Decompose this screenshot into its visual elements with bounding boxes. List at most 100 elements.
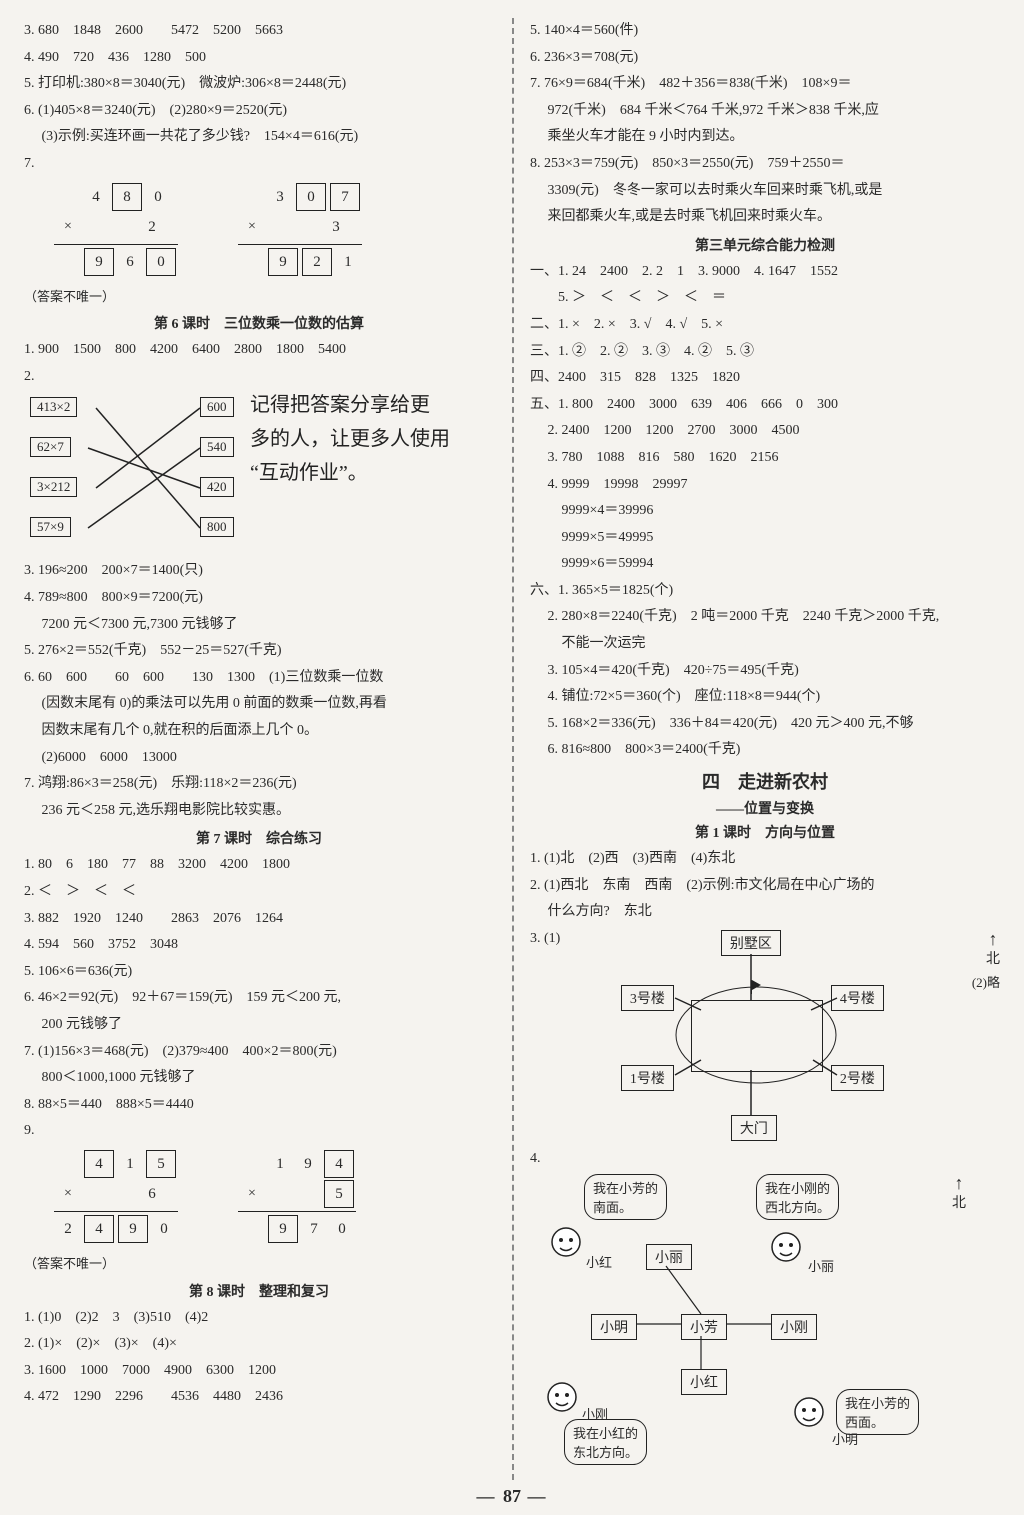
d: 9	[268, 1215, 298, 1243]
d: 2	[138, 214, 166, 240]
d: 0	[328, 1216, 356, 1242]
mr3: 800	[200, 517, 234, 537]
p1-1: 1. (1)北 (2)西 (3)西南 (4)东北	[530, 846, 1000, 873]
u3-1b: 5. ＞ ＜ ＜ ＞ ＜ ＝	[530, 285, 1000, 312]
u3-6f: 5. 168×2＝336(元) 336＋84＝420(元) 420 元＞400 …	[530, 711, 1000, 738]
left-column: 3. 680 1848 2600 5472 5200 5663 4. 490 7…	[24, 18, 512, 1480]
l6a: 6. (1)405×8＝3240(元) (2)280×9＝2520(元)	[24, 98, 494, 125]
s7-2: 2. ＜ ＞ ＜ ＜	[24, 879, 494, 906]
r7c: 乘坐火车才能在 9 小时内到达。	[530, 124, 1000, 151]
d: 6	[138, 1181, 166, 1207]
u3-2: 二、1. × 2. × 3. √ 4. √ 5. ×	[530, 312, 1000, 339]
d: 6	[116, 249, 144, 275]
r8b: 3309(元) 冬冬一家可以去时乘火车回来时乘飞机,或是	[530, 178, 1000, 205]
d: 0	[146, 248, 176, 276]
s8-3: 3. 1600 1000 7000 4900 6300 1200	[24, 1358, 494, 1385]
l3: 3. 680 1848 2600 5472 5200 5663	[24, 18, 494, 45]
compass-icon: ↑ 北	[986, 930, 1000, 968]
s6-6c: 因数末尾有几个 0,就在积的后面添上几个 0。	[24, 718, 494, 745]
r6: 6. 236×3＝708(元)	[530, 45, 1000, 72]
s7-6b: 200 元钱够了	[24, 1012, 494, 1039]
s6-2: 2.	[24, 364, 494, 391]
page-number: 87	[503, 1486, 521, 1506]
u3-4: 四、2400 315 828 1325 1820	[530, 365, 1000, 392]
u3-6e: 4. 铺位:72×5＝360(个) 座位:118×8＝944(个)	[530, 684, 1000, 711]
s6-3: 3. 196≈200 200×7＝1400(只)	[24, 558, 494, 585]
s6-7b: 236 元＜258 元,选乐翔电影院比较实惠。	[24, 798, 494, 825]
vmult9-row: 4 1 5 × 6 2 4 9 0 1	[54, 1149, 494, 1244]
ml3: 57×9	[30, 517, 71, 537]
s7-3: 3. 882 1920 1240 2863 2076 1264	[24, 906, 494, 933]
p1-3r: (2)略	[972, 972, 1000, 991]
d: 3	[266, 184, 294, 210]
mr1: 540	[200, 437, 234, 457]
sec8: 第 8 课时 整理和复习	[24, 1277, 494, 1305]
r5: 5. 140×4＝560(件)	[530, 18, 1000, 45]
d: 4	[324, 1150, 354, 1178]
d: 1	[116, 1151, 144, 1177]
vmult7-row: 4 8 0 × 2 9 6 0 3	[54, 182, 494, 277]
l6b: (3)示例:买连环画一共花了多少钱? 154×4＝616(元)	[24, 124, 494, 151]
d: 1	[334, 249, 362, 275]
p1-2b: 什么方向? 东北	[530, 899, 1000, 926]
s8-2: 2. (1)× (2)× (3)× (4)×	[24, 1331, 494, 1358]
sec6: 第 6 课时 三位数乘一位数的估算	[24, 309, 494, 337]
u3-5a: 五、1. 800 2400 3000 639 406 666 0 300	[530, 392, 1000, 419]
d: 9	[268, 248, 298, 276]
compass-label: 北	[986, 948, 1000, 968]
s6-1: 1. 900 1500 800 4200 6400 2800 1800 5400	[24, 337, 494, 364]
right-column: 5. 140×4＝560(件) 6. 236×3＝708(元) 7. 76×9＝…	[512, 18, 1000, 1480]
r8c: 来回都乘火车,或是去时乘飞机回来时乘火车。	[530, 204, 1000, 231]
s7-6a: 6. 46×2＝92(元) 92＋67＝159(元) 159 元＜200 元,	[24, 985, 494, 1012]
s6-4b: 7200 元＜7300 元,7300 元钱够了	[24, 612, 494, 639]
s6-5: 5. 276×2＝552(千克) 552－25＝527(千克)	[24, 638, 494, 665]
people-lines	[536, 1174, 976, 1464]
r8a: 8. 253×3＝759(元) 850×3＝2550(元) 759＋2550＝	[530, 151, 1000, 178]
u3-6a: 六、1. 365×5＝1825(个)	[530, 578, 1000, 605]
vmult9-A: 4 1 5 × 6 2 4 9 0	[54, 1149, 178, 1244]
mr2: 420	[200, 477, 234, 497]
d: 5	[324, 1180, 354, 1208]
s8-1: 1. (1)0 (2)2 3 (3)510 (4)2	[24, 1305, 494, 1332]
ml0: 413×2	[30, 397, 77, 417]
ans-note: （答案不唯一）	[24, 285, 494, 310]
d: 4	[84, 1150, 114, 1178]
d: 2	[54, 1216, 82, 1242]
d: 2	[302, 248, 332, 276]
u3-6g: 6. 816≈800 800×3＝2400(千克)	[530, 737, 1000, 764]
page-footer: — 87 —	[0, 1486, 1024, 1507]
people-diagram: ↑ 北 我在小芳的 南面。 我在小刚的 西北方向。 我在小红的 东北方向。 我在…	[536, 1174, 976, 1464]
match-diagram: 413×2 62×7 3×212 57×9 600 540 420 800 记得…	[30, 392, 450, 552]
s7-8: 8. 88×5＝440 888×5＝4440	[24, 1092, 494, 1119]
u3-6d: 3. 105×4＝420(千克) 420÷75＝495(千克)	[530, 658, 1000, 685]
u3-1: 一、1. 24 2400 2. 2 1 3. 9000 4. 1647 1552	[530, 259, 1000, 286]
s6-7a: 7. 鸿翔:86×3＝258(元) 乐翔:118×2＝236(元)	[24, 771, 494, 798]
d: 4	[82, 184, 110, 210]
d: 1	[266, 1151, 294, 1177]
d: 9	[118, 1215, 148, 1243]
u3-5d: 4. 9999 19998 29997	[530, 472, 1000, 499]
s6-4a: 4. 789≈800 800×9＝7200(元)	[24, 585, 494, 612]
u3-5f: 9999×5＝49995	[530, 525, 1000, 552]
p1-4: 4.	[530, 1146, 1000, 1173]
plan-diagram: ↑ 北 (2)略 别墅区 3号楼 4号楼 1号楼 2号楼 大门	[591, 930, 1000, 1140]
d: 0	[296, 183, 326, 211]
s7-7a: 7. (1)156×3＝468(元) (2)379≈400 400×2＝800(…	[24, 1039, 494, 1066]
s8-4: 4. 472 1290 2296 4536 4480 2436	[24, 1384, 494, 1411]
unit3: 第三单元综合能力检测	[530, 231, 1000, 259]
handwriting-1: 记得把答案分享给更	[250, 392, 430, 419]
u3-5c: 3. 780 1088 816 580 1620 2156	[530, 445, 1000, 472]
s7-4: 4. 594 560 3752 3048	[24, 932, 494, 959]
d: 3	[322, 214, 350, 240]
s7-1: 1. 80 6 180 77 88 3200 4200 1800	[24, 852, 494, 879]
d: 5	[146, 1150, 176, 1178]
d: 0	[144, 184, 172, 210]
ml2: 3×212	[30, 477, 77, 497]
l4: 4. 490 720 436 1280 500	[24, 45, 494, 72]
l7: 7.	[24, 151, 494, 178]
s7-7b: 800＜1000,1000 元钱够了	[24, 1065, 494, 1092]
column-divider	[512, 18, 514, 1480]
d: 9	[84, 248, 114, 276]
s6-6d: (2)6000 6000 13000	[24, 745, 494, 772]
d: 0	[150, 1216, 178, 1242]
